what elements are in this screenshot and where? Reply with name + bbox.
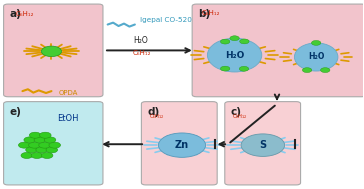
Text: H₂O: H₂O [308,53,324,61]
Text: c): c) [231,107,242,117]
Text: C₆H₁₂: C₆H₁₂ [233,114,247,119]
Circle shape [312,40,321,45]
Circle shape [21,153,33,158]
Circle shape [230,36,239,41]
Text: H₂O: H₂O [133,36,148,45]
Circle shape [321,68,330,73]
Circle shape [36,147,47,153]
Circle shape [41,46,62,57]
Circle shape [221,39,230,44]
FancyBboxPatch shape [141,102,217,185]
Circle shape [49,142,60,148]
Text: C₆H₁₂: C₆H₁₂ [133,50,151,56]
Text: S: S [259,140,266,150]
Circle shape [31,153,43,158]
Circle shape [44,137,56,143]
Text: Igepal CO-520: Igepal CO-520 [140,17,192,23]
Text: C₆H₁₂: C₆H₁₂ [202,10,221,16]
Ellipse shape [294,43,338,71]
Circle shape [46,147,58,153]
Circle shape [29,142,40,148]
Text: a): a) [10,9,21,19]
Text: Zn: Zn [175,140,189,150]
Circle shape [41,153,53,158]
Circle shape [29,132,41,138]
Text: C₆H₁₂: C₆H₁₂ [15,11,34,17]
Text: EtOH: EtOH [57,114,79,123]
Text: e): e) [10,107,21,117]
Text: C₆H₁₂: C₆H₁₂ [150,114,165,119]
Circle shape [19,142,30,148]
Circle shape [158,133,206,157]
Circle shape [302,68,312,73]
Circle shape [26,147,37,153]
Text: OPDA: OPDA [59,90,78,96]
FancyBboxPatch shape [225,102,301,185]
Circle shape [239,66,249,71]
Circle shape [34,137,46,143]
Circle shape [240,39,249,44]
Circle shape [39,132,51,138]
Circle shape [24,137,36,143]
Circle shape [39,142,50,148]
Circle shape [221,66,230,71]
Circle shape [241,134,285,156]
FancyBboxPatch shape [4,102,103,185]
FancyBboxPatch shape [192,4,364,97]
Text: d): d) [147,107,160,117]
Text: H₂O: H₂O [225,51,244,60]
FancyBboxPatch shape [4,4,103,97]
Ellipse shape [207,38,262,72]
Text: b): b) [198,9,210,19]
